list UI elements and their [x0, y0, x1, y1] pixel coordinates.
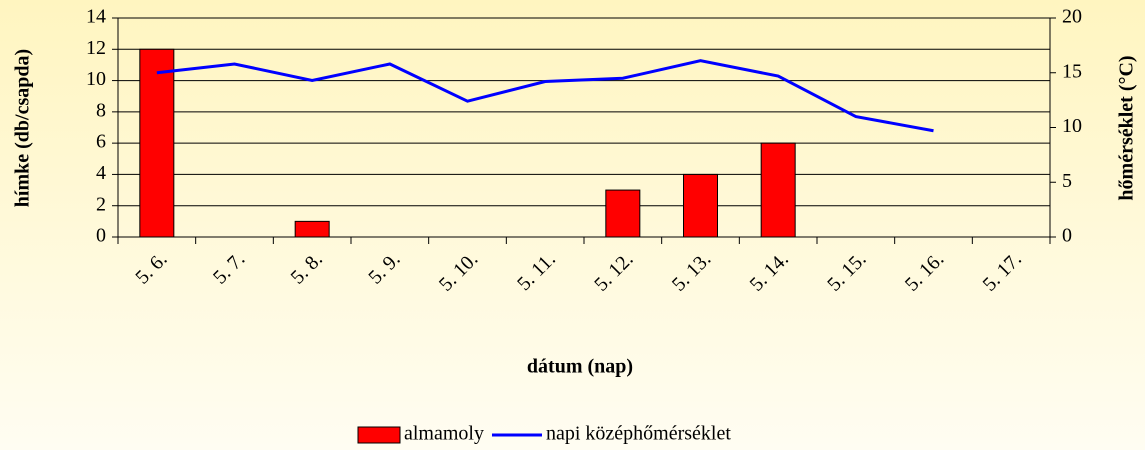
bar — [139, 48, 175, 238]
y-tick-label: 0 — [96, 225, 106, 247]
y-tick-label: 14 — [86, 6, 106, 28]
legend-swatch — [357, 426, 401, 444]
bar — [683, 173, 718, 238]
y2-tick-label: 15 — [1062, 60, 1082, 82]
y2-tick-label: 5 — [1062, 170, 1072, 192]
x-axis-title: dátum (nap) — [527, 356, 633, 378]
y-tick-label: 6 — [96, 131, 106, 153]
y2-axis-title: hőmérséklet (°C) — [1116, 55, 1138, 200]
y-tick-label: 8 — [96, 99, 106, 121]
bar — [294, 220, 330, 238]
y-axis-title: hímke (db/csapda) — [12, 49, 34, 207]
y-tick-label: 4 — [96, 162, 106, 184]
y-tick-label: 10 — [86, 68, 106, 90]
y2-tick-label: 10 — [1062, 115, 1082, 137]
legend-label: almamoly — [404, 423, 484, 445]
y-tick-label: 2 — [96, 193, 106, 215]
y2-tick-label: 0 — [1062, 225, 1072, 247]
legend-label: napi középhőmérséklet — [546, 423, 731, 445]
bar — [605, 189, 641, 238]
y-tick-label: 12 — [86, 37, 106, 59]
bar — [760, 142, 796, 238]
y2-tick-label: 20 — [1062, 6, 1082, 28]
line — [156, 59, 934, 133]
